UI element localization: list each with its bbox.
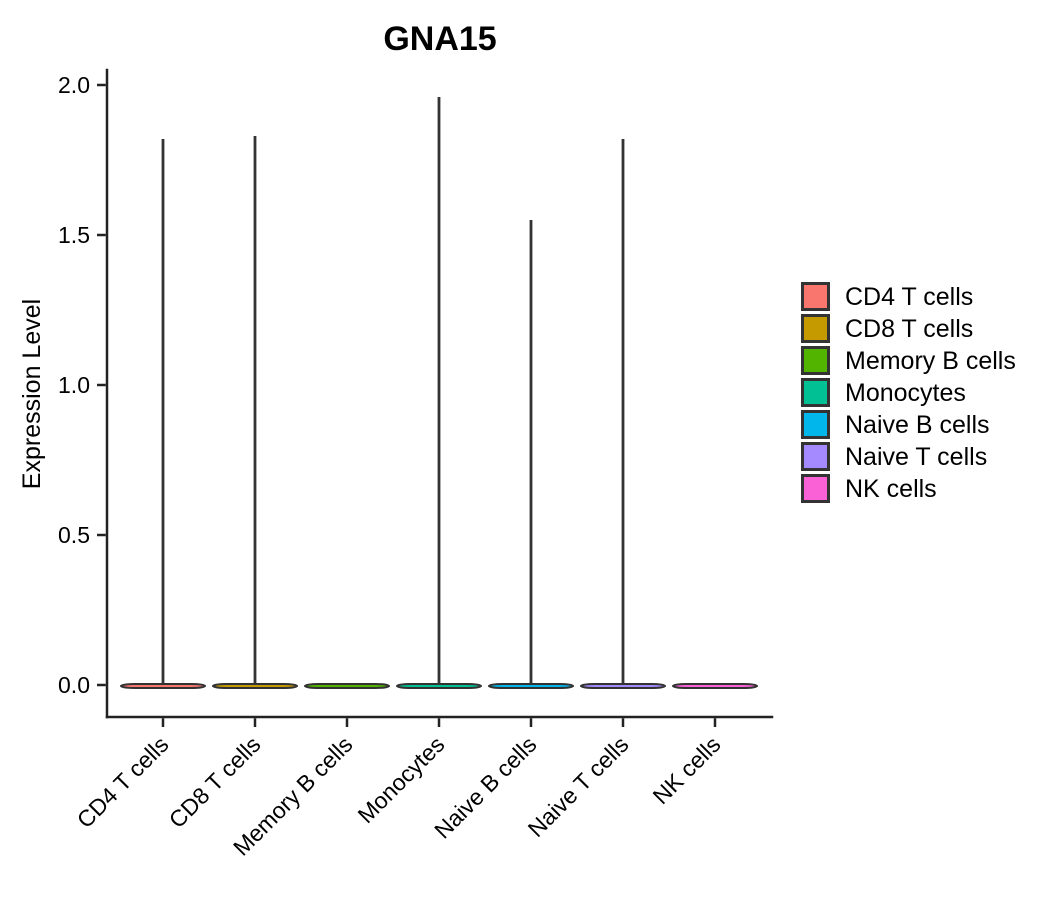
chart-title: GNA15 (383, 20, 496, 58)
legend-swatch (801, 314, 830, 343)
y-tick-label: 1.5 (58, 222, 90, 248)
legend-swatch (801, 442, 830, 471)
x-axis-label-cd4-t-cells: CD4 T cells (72, 731, 174, 833)
legend-row-cd4-t-cells: CD4 T cells (801, 282, 973, 311)
y-tick-label: 0.5 (58, 522, 90, 548)
legend: CD4 T cells CD8 T cells Memory B cells Mono… (801, 282, 1016, 503)
legend-row-memory-b-cells: Memory B cells (801, 346, 1016, 375)
legend-swatch (801, 282, 830, 311)
y-tick-label: 1.0 (58, 372, 90, 398)
violin-base (488, 683, 574, 689)
legend-label: NK cells (845, 475, 937, 503)
violin-cd4-t-cells (120, 139, 206, 689)
legend-label: Monocytes (845, 379, 966, 407)
violin-base (212, 683, 298, 689)
violin-naive-t-cells (580, 139, 666, 689)
violins (120, 97, 758, 689)
y-tick-label: 2.0 (58, 72, 90, 98)
legend-row-naive-b-cells: Naive B cells (801, 410, 990, 439)
violin-base (396, 683, 482, 689)
legend-label: CD4 T cells (845, 283, 973, 311)
violin-base (672, 683, 758, 689)
x-axis-label-nk-cells: NK cells (647, 731, 725, 809)
violin-base (580, 683, 666, 689)
legend-label: Memory B cells (845, 347, 1016, 375)
y-axis-label: Expression Level (18, 299, 46, 489)
x-axis-label-monocytes: Monocytes (353, 731, 450, 828)
legend-row-cd8-t-cells: CD8 T cells (801, 314, 973, 343)
legend-swatch (801, 474, 830, 503)
y-tick-label: 0.0 (58, 672, 90, 698)
legend-swatch (801, 346, 830, 375)
x-axis-label-cd8-t-cells: CD8 T cells (164, 731, 266, 833)
legend-row-naive-t-cells: Naive T cells (801, 442, 987, 471)
legend-label: Naive B cells (845, 411, 990, 439)
legend-swatch (801, 378, 830, 407)
violin-monocytes (396, 97, 482, 689)
violin-memory-b-cells (304, 683, 390, 689)
violin-base (120, 683, 206, 689)
y-ticks: 0.0 0.5 1.0 1.5 2.0 (58, 72, 106, 698)
legend-swatch (801, 410, 830, 439)
legend-label: Naive T cells (845, 443, 987, 471)
legend-label: CD8 T cells (845, 315, 973, 343)
violin-nk-cells (672, 683, 758, 689)
legend-row-monocytes: Monocytes (801, 378, 966, 407)
legend-row-nk-cells: NK cells (801, 474, 937, 503)
violin-base (304, 683, 390, 689)
violin-cd8-t-cells (212, 136, 298, 689)
violin-naive-b-cells (488, 220, 574, 689)
axes (105, 68, 774, 719)
